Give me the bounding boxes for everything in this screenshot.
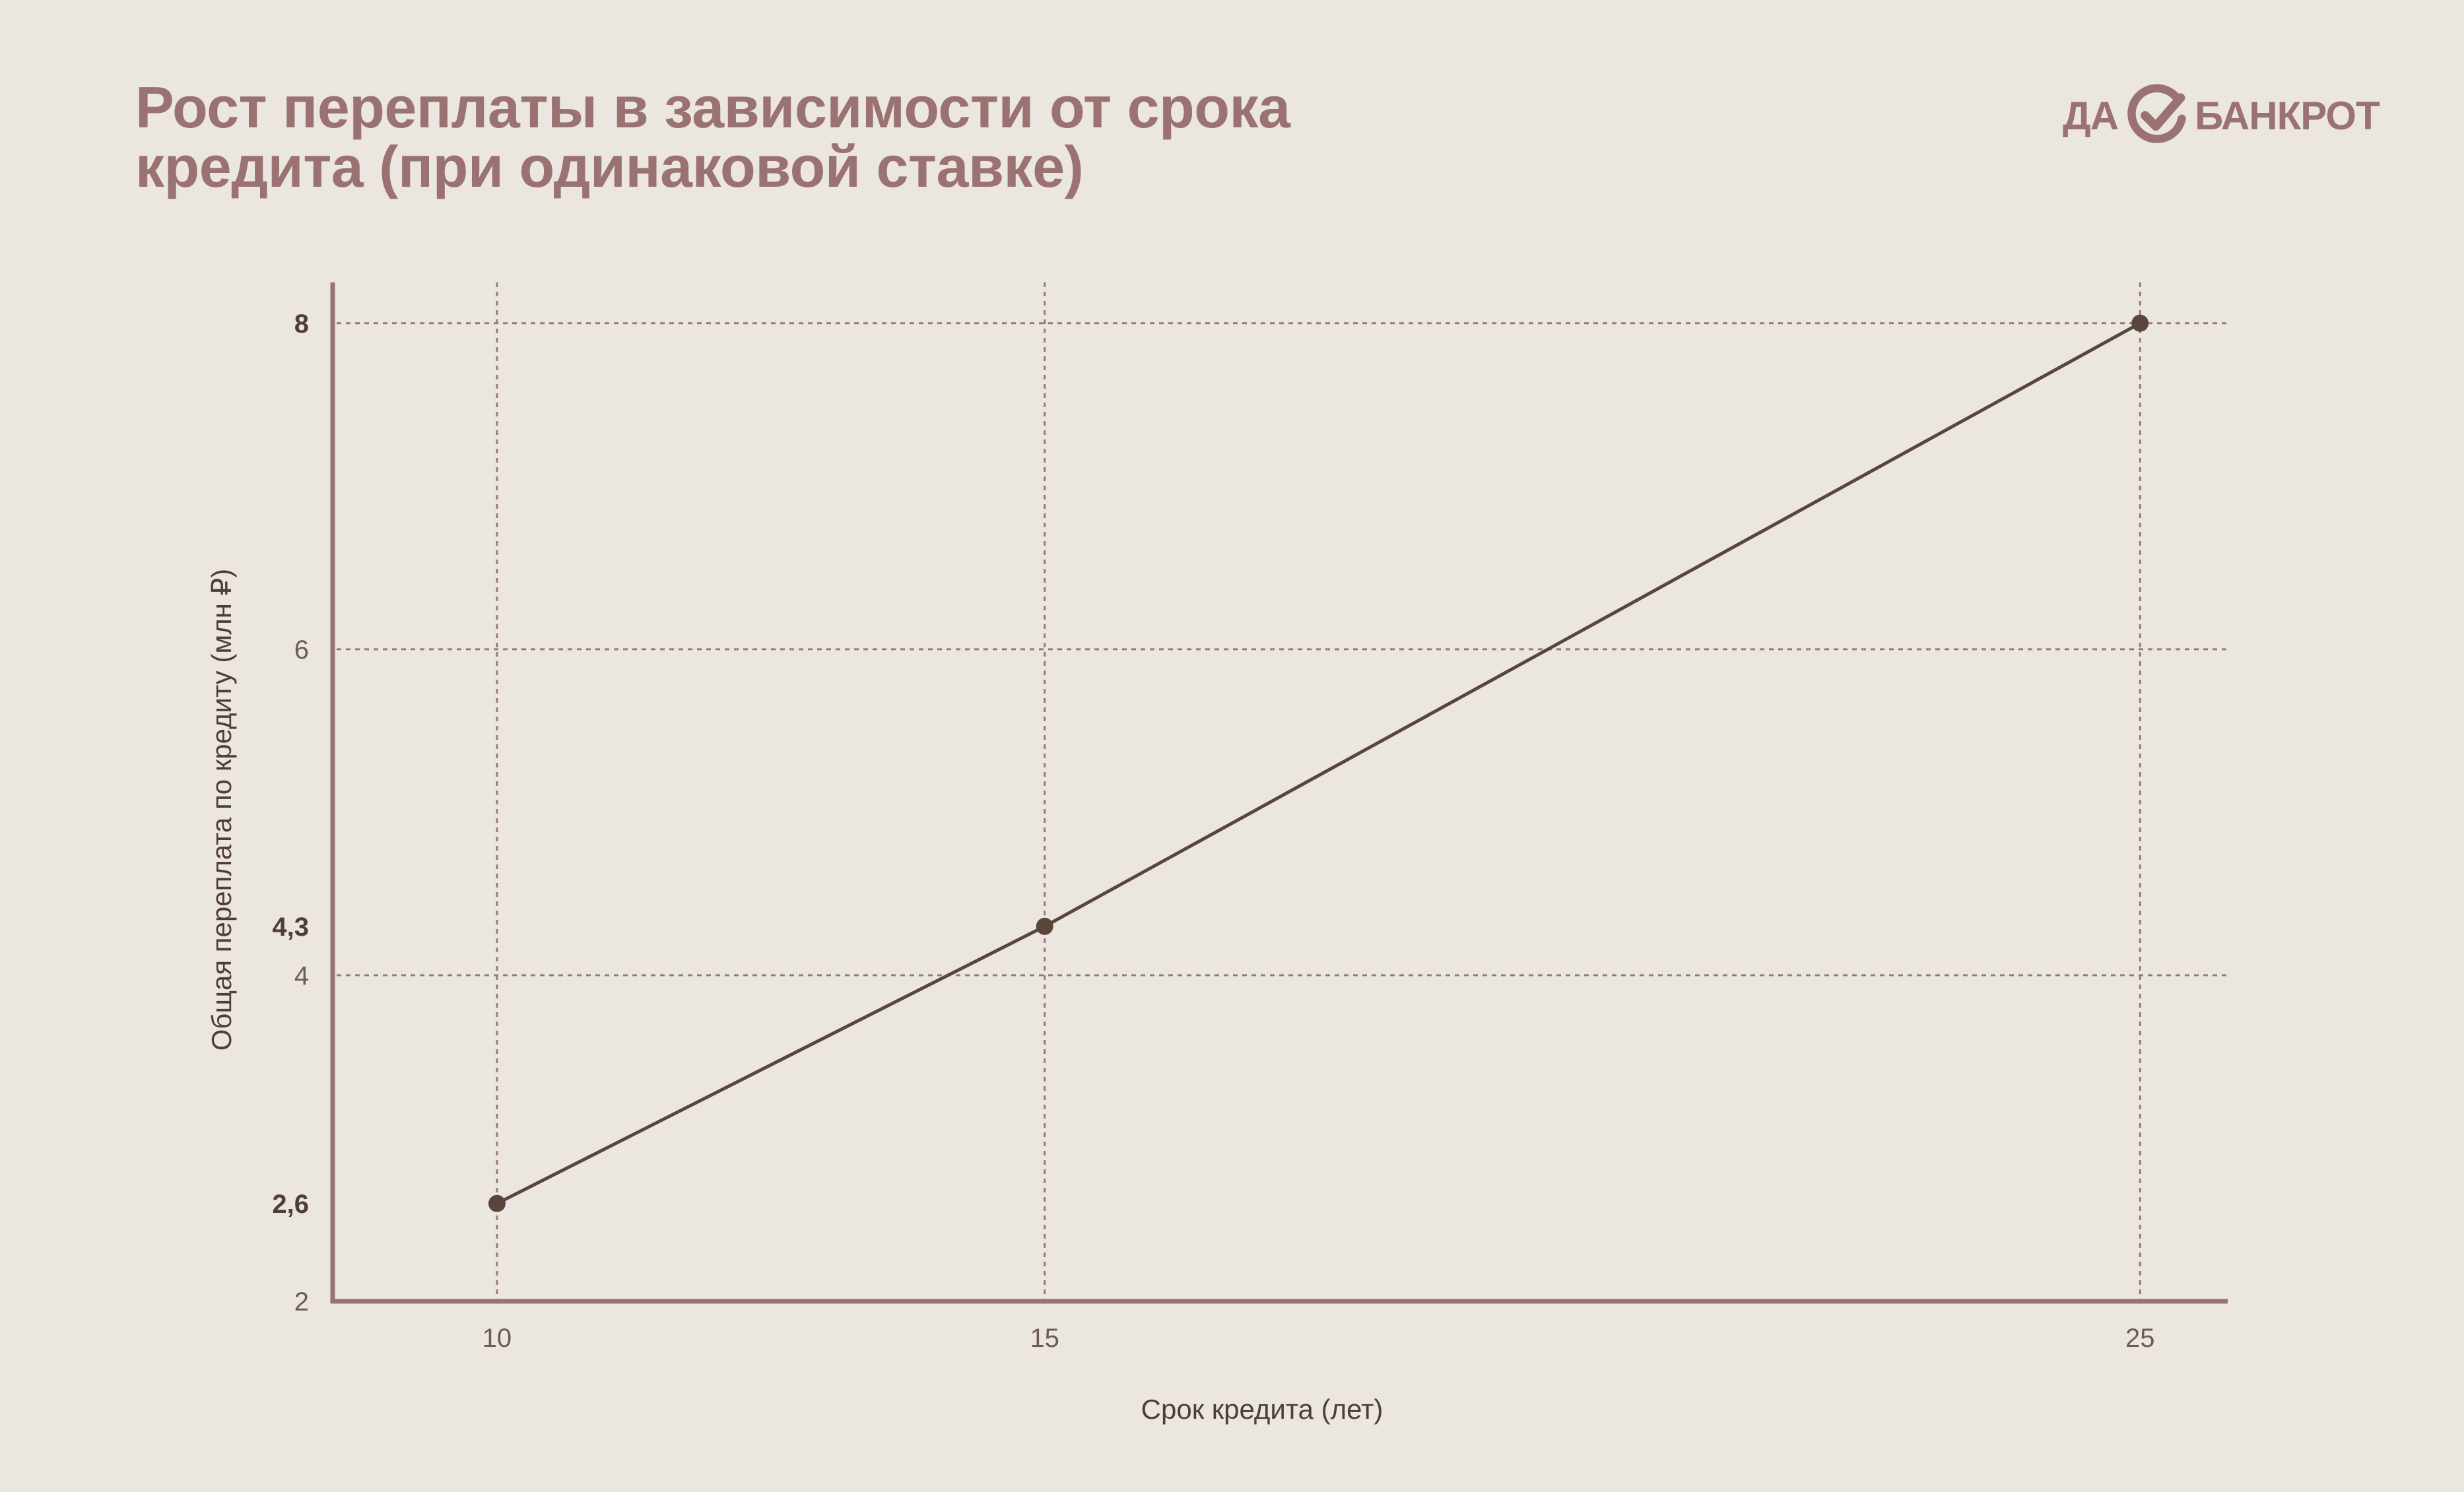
x-tick-label-10: 10 [483, 1324, 512, 1353]
y-tick-label-8: 8 [294, 309, 309, 339]
check-circle-icon [2127, 84, 2186, 143]
y-tick-label-2,6: 2,6 [272, 1190, 309, 1219]
y-tick-label-4: 4 [294, 961, 309, 990]
series-line-0 [496, 321, 2141, 1206]
chart-title: Рост переплаты в зависимости от срока кр… [135, 78, 1587, 197]
chart-title-line-2: кредита (при одинаковой ставке) [135, 134, 1084, 199]
chart-title-line-1: Рост переплаты в зависимости от срока [135, 75, 1290, 140]
y-tick-label-4,3: 4,3 [272, 913, 309, 942]
x-tick-label-15: 15 [1030, 1324, 1059, 1353]
brand-logo: ДА БАНКРОТ [2063, 82, 2380, 148]
data-point-15 [1036, 917, 1053, 935]
data-series [488, 314, 2149, 1212]
logo-text-right: БАНКРОТ [2195, 93, 2380, 138]
tick-labels: 2 2,6 4 4,3 6 8 10 15 25 [272, 309, 2154, 1353]
x-tick-label-25: 25 [2125, 1324, 2155, 1353]
y-axis-title: Общая переплата по кредиту (млн ₽) [206, 569, 237, 1051]
y-tick-label-2: 2 [294, 1287, 309, 1316]
y-tick-label-6: 6 [294, 635, 309, 665]
logo-text-left: ДА [2063, 93, 2119, 138]
grid-lines [337, 282, 2228, 1301]
x-axis-title: Срок кредита (лет) [1141, 1394, 1383, 1425]
data-point-25 [2131, 314, 2149, 332]
data-point-10 [488, 1194, 506, 1212]
axes [330, 282, 2228, 1304]
